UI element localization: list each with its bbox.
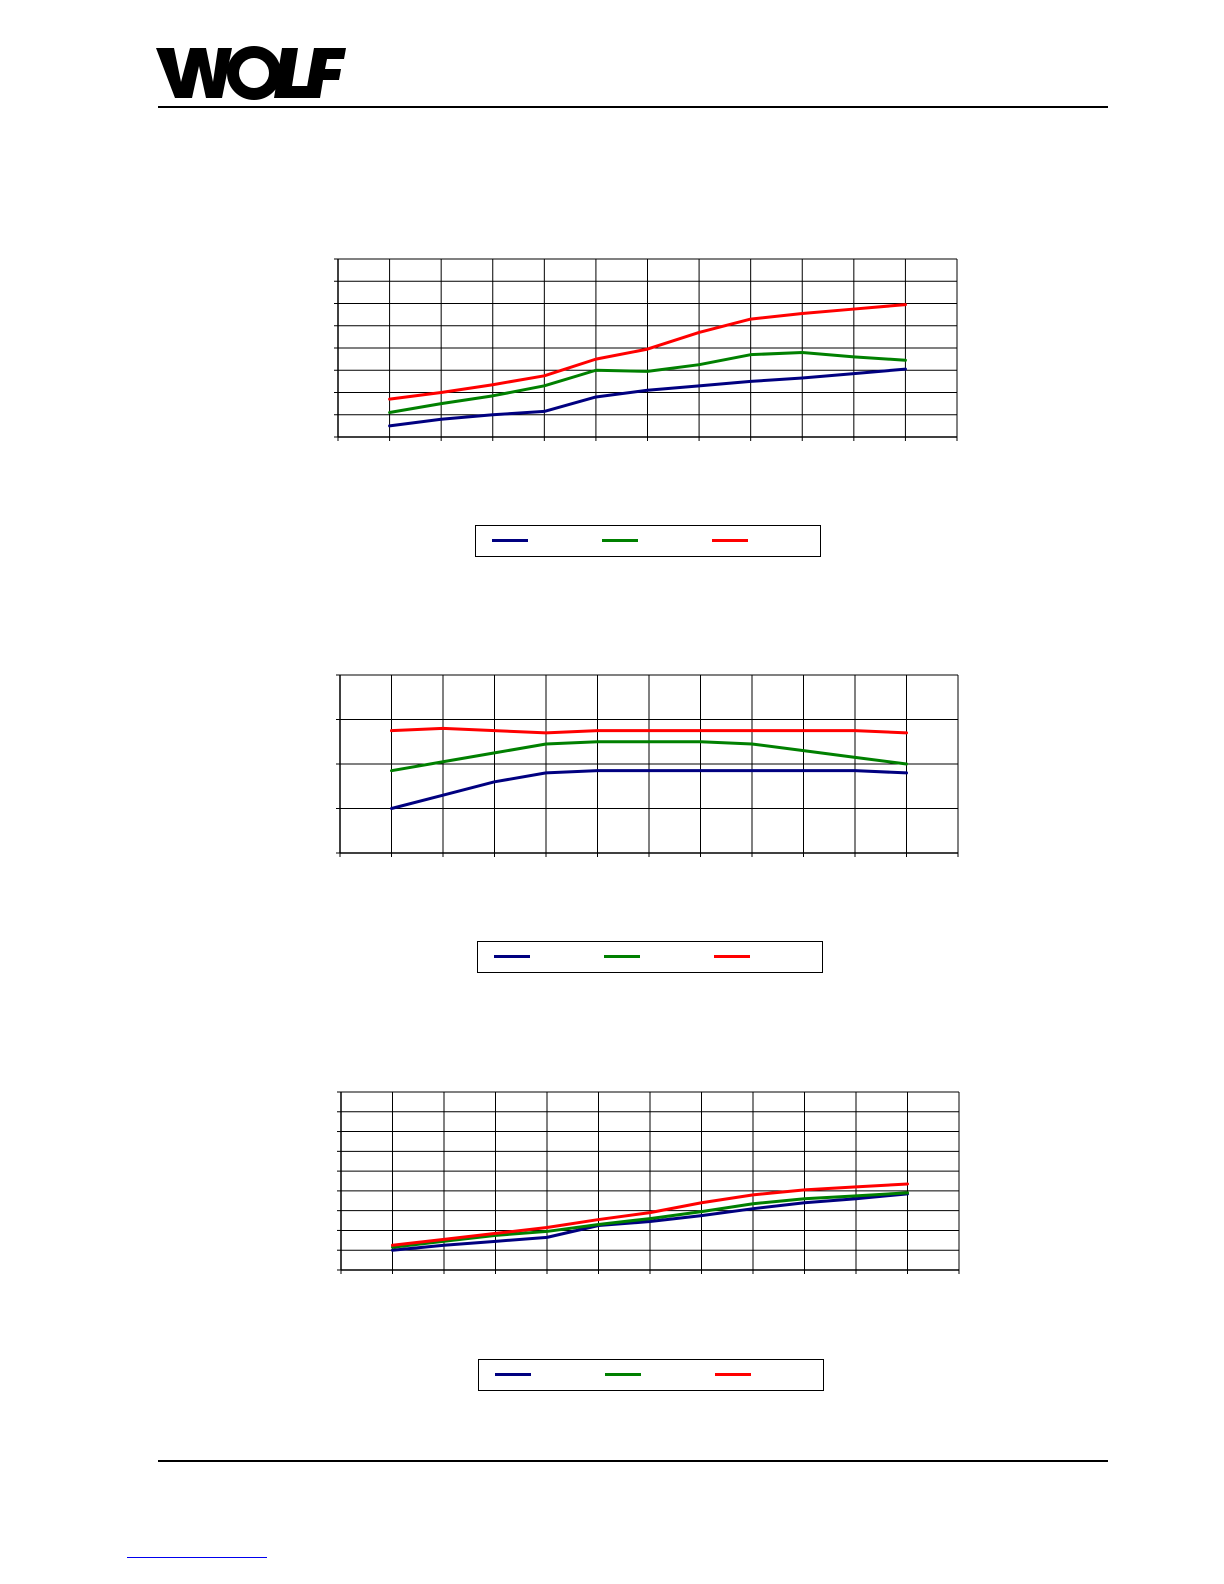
chart-1 [334,258,958,441]
legend-3 [478,1359,824,1391]
chart-3 [337,1091,960,1274]
header-rule [158,106,1108,108]
series-line-1 [390,769,908,810]
legend-key-series-3 [714,955,750,958]
legend-key-series-3 [715,1373,751,1376]
series-line-3 [391,1182,909,1247]
series-line-1 [388,367,907,428]
chart-2 [336,674,959,857]
legend-key-series-2 [602,539,638,542]
series-line-3 [388,303,907,401]
footer-rule [158,1460,1108,1462]
footer-link-underline[interactable] [127,1557,267,1558]
series-line-2 [388,350,907,415]
series-line-1 [391,1192,909,1252]
legend-key-series-2 [604,955,640,958]
legend-1 [475,525,821,557]
series-line-3 [390,726,908,735]
series-line-2 [390,740,908,773]
legend-key-series-2 [605,1373,641,1376]
legend-2 [477,941,823,973]
wolf-logo [156,46,346,100]
legend-key-series-1 [492,539,528,542]
legend-key-series-3 [712,539,748,542]
legend-key-series-1 [495,1373,531,1376]
legend-key-series-1 [494,955,530,958]
series-line-2 [391,1191,909,1249]
